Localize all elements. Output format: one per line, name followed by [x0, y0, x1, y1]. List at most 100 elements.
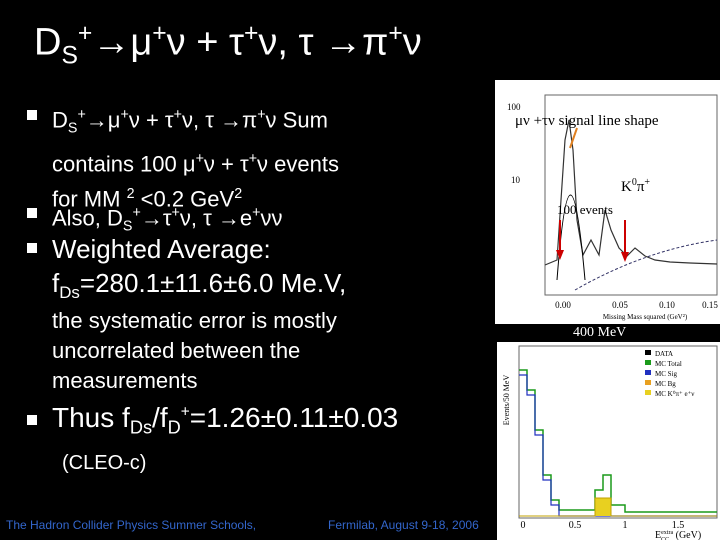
footer: The Hadron Collider Physics Summer Schoo… — [6, 518, 257, 532]
mc-bg — [519, 497, 717, 517]
x-tick-label: 0.15 — [702, 300, 718, 310]
t: ν events — [257, 151, 339, 177]
legend-label: MC K⁰π⁺ e⁺ν — [655, 390, 694, 398]
t: + — [180, 403, 190, 421]
slide-title: DS+→μ+ν + τ+ν, τ →π+ν — [34, 20, 422, 70]
t: for MM — [52, 186, 127, 212]
histogram — [544, 119, 718, 266]
t: 2 — [126, 186, 135, 203]
t: + — [77, 20, 93, 47]
t: ν, τ →π — [181, 107, 258, 133]
line: Weighted Average: — [52, 234, 271, 264]
t: + — [77, 107, 86, 123]
x-tick-label: 0 — [521, 520, 526, 531]
bullet-text: Weighted Average: fDs=280.1±11.6±6.0 Me.… — [52, 232, 346, 310]
t: νν — [260, 205, 283, 231]
t: D — [52, 107, 68, 133]
legend-swatch — [645, 370, 651, 375]
t: (GeV) — [673, 530, 701, 540]
source: (CLEO-c) — [62, 452, 147, 474]
t: →μ — [92, 21, 153, 64]
x-tick-label: 0.00 — [555, 300, 571, 310]
x-axis-label: Missing Mass squared (GeV²) — [603, 313, 688, 321]
t: ν Sum — [265, 107, 328, 133]
bullet — [27, 208, 37, 218]
x-tick-label: 0.05 — [612, 300, 628, 310]
y-tick-label: 10 — [511, 175, 521, 185]
line: DS+→μ+ν + τ+ν, τ →π+ν Sum — [52, 100, 339, 144]
bullet-text: Thus fDs/fD+=1.26±0.11±0.03 — [52, 402, 398, 439]
background-curve — [574, 239, 718, 291]
t: Ds — [129, 417, 153, 438]
t: K — [621, 179, 632, 195]
t: →τ — [140, 205, 172, 231]
legend-label: DATA — [655, 350, 673, 358]
t: Thus f — [52, 402, 130, 433]
mc-sig — [519, 374, 717, 517]
y-tick-label: 100 — [507, 102, 521, 112]
legend-label: MC Bg — [655, 380, 676, 388]
arrow — [569, 127, 578, 149]
footer: Fermilab, August 9-18, 2006 — [328, 518, 479, 532]
t: + — [171, 205, 180, 221]
bullet-text: Also, DS+→τ+ν, τ →e+νν — [52, 198, 283, 242]
t: →μ — [85, 107, 121, 133]
legend-swatch — [645, 350, 651, 355]
t: ν + τ — [203, 151, 249, 177]
figure-top: μν +τν signal line shape K0π+ 100 events… — [495, 80, 720, 340]
t: S — [61, 42, 78, 70]
t: 2 — [234, 186, 243, 203]
t: ν, τ →e — [179, 205, 253, 231]
t: D — [167, 417, 181, 438]
line: for MM 2 <0.2 GeV2 — [52, 179, 339, 214]
t: S — [67, 120, 78, 137]
line: the systematic error is mostly — [52, 308, 337, 333]
t: + — [195, 150, 204, 167]
t: CC — [661, 537, 669, 540]
annotation: 100 events — [557, 202, 613, 217]
arrow-head — [556, 250, 564, 260]
arrow-head — [621, 252, 629, 262]
y-axis-label: Events/50 MeV — [502, 375, 511, 426]
line: contains 100 μ+ν + τ+ν events — [52, 144, 339, 179]
x-axis-label: ECCextra (GeV) — [655, 530, 701, 540]
t: S — [122, 218, 133, 235]
t: f — [52, 268, 60, 298]
x-tick-label: 0.5 — [569, 520, 582, 531]
bullet — [27, 243, 37, 253]
t: + — [388, 20, 403, 47]
legend-swatch — [645, 360, 651, 365]
t: ν, τ →π — [258, 21, 389, 64]
t: <0.2 GeV — [134, 186, 235, 212]
t: Also, D — [52, 205, 123, 231]
t: π — [637, 179, 645, 195]
t: 0 — [632, 177, 637, 188]
t: + — [248, 150, 258, 167]
t: E — [655, 530, 661, 540]
t: =280.1±11.6±6.0 Me.V, — [79, 268, 347, 298]
t: /f — [152, 402, 168, 433]
caption: 400 MeV — [573, 325, 626, 340]
t: ν — [402, 21, 422, 64]
legend-swatch — [645, 390, 651, 395]
x-tick-label: 1.5 — [672, 520, 685, 531]
t: ν + τ — [166, 21, 244, 64]
line: measurements — [52, 368, 198, 393]
t: + — [257, 107, 266, 123]
t: + — [173, 107, 182, 123]
t: + — [120, 107, 129, 123]
line: fDs=280.1±11.6±6.0 Me.V, — [52, 266, 346, 310]
legend-label: MC Sig — [655, 370, 677, 378]
t: + — [244, 20, 259, 47]
t: extra — [661, 530, 673, 536]
x-tick-label: 0.10 — [659, 300, 675, 310]
bullet-text: DS+→μ+ν + τ+ν, τ →π+ν Sum contains 100 μ… — [52, 100, 339, 214]
t: =1.26±0.11±0.03 — [189, 402, 399, 433]
legend-swatch — [645, 380, 651, 385]
bullet — [27, 110, 37, 120]
annotation: μν +τν signal line shape — [515, 113, 659, 129]
t: ν + τ — [128, 107, 174, 133]
frame — [518, 345, 718, 519]
t: + — [644, 177, 650, 188]
